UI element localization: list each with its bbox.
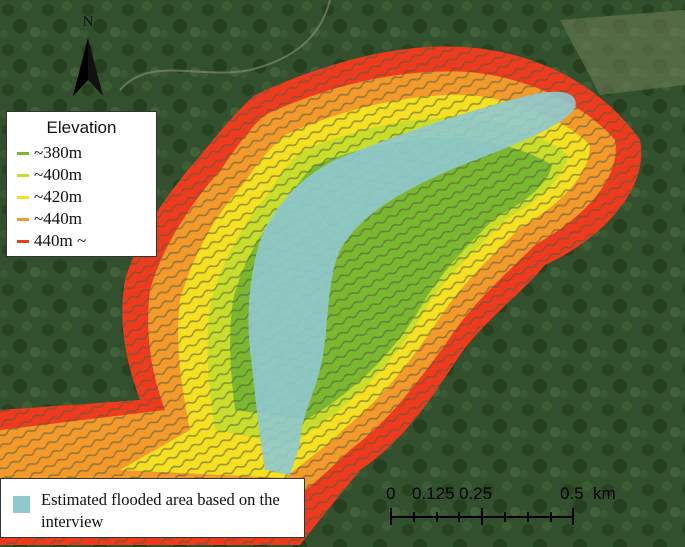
scale-label-0125: 0.125	[412, 484, 455, 503]
legend-item: ~380m	[17, 142, 82, 164]
scale-label-025: 0.25	[459, 484, 493, 503]
legend-item: ~400m	[17, 164, 82, 186]
legend-swatch	[17, 217, 29, 221]
scale-label-0: 0	[386, 484, 396, 503]
legend-label: ~420m	[34, 187, 82, 206]
legend-label: ~380m	[34, 143, 82, 162]
legend-item: ~420m	[17, 186, 82, 208]
scale-label-km: km	[593, 484, 616, 503]
flooded-area-legend: Estimated flooded area based on the inte…	[0, 478, 305, 538]
legend-item: ~440m	[17, 208, 82, 230]
legend-swatch	[17, 173, 29, 177]
elevation-legend: Elevation ~380m ~400m ~420m ~440m 440m ~	[6, 111, 157, 257]
scale-label-05: 0.5	[560, 484, 584, 503]
north-arrow-icon	[73, 38, 103, 96]
flooded-area-label: Estimated flooded area based on the inte…	[41, 490, 280, 531]
field-patch	[560, 10, 685, 95]
flooded-area	[248, 91, 576, 476]
north-arrow: N	[70, 14, 106, 98]
scale-bar: 0 0.125 0.25 0.5 km	[380, 484, 630, 534]
legend-label: ~440m	[34, 209, 82, 228]
legend-swatch	[17, 195, 29, 199]
scale-bar-ruler	[390, 508, 574, 525]
flooded-area-swatch	[13, 496, 30, 513]
road	[119, 0, 331, 91]
legend-title: Elevation	[46, 118, 117, 137]
north-label: N	[82, 14, 94, 30]
legend-label: 440m ~	[34, 231, 87, 250]
legend-item: 440m ~	[17, 230, 86, 252]
legend-swatch	[17, 239, 29, 243]
legend-swatch	[17, 151, 29, 155]
legend-label: ~400m	[34, 165, 82, 184]
